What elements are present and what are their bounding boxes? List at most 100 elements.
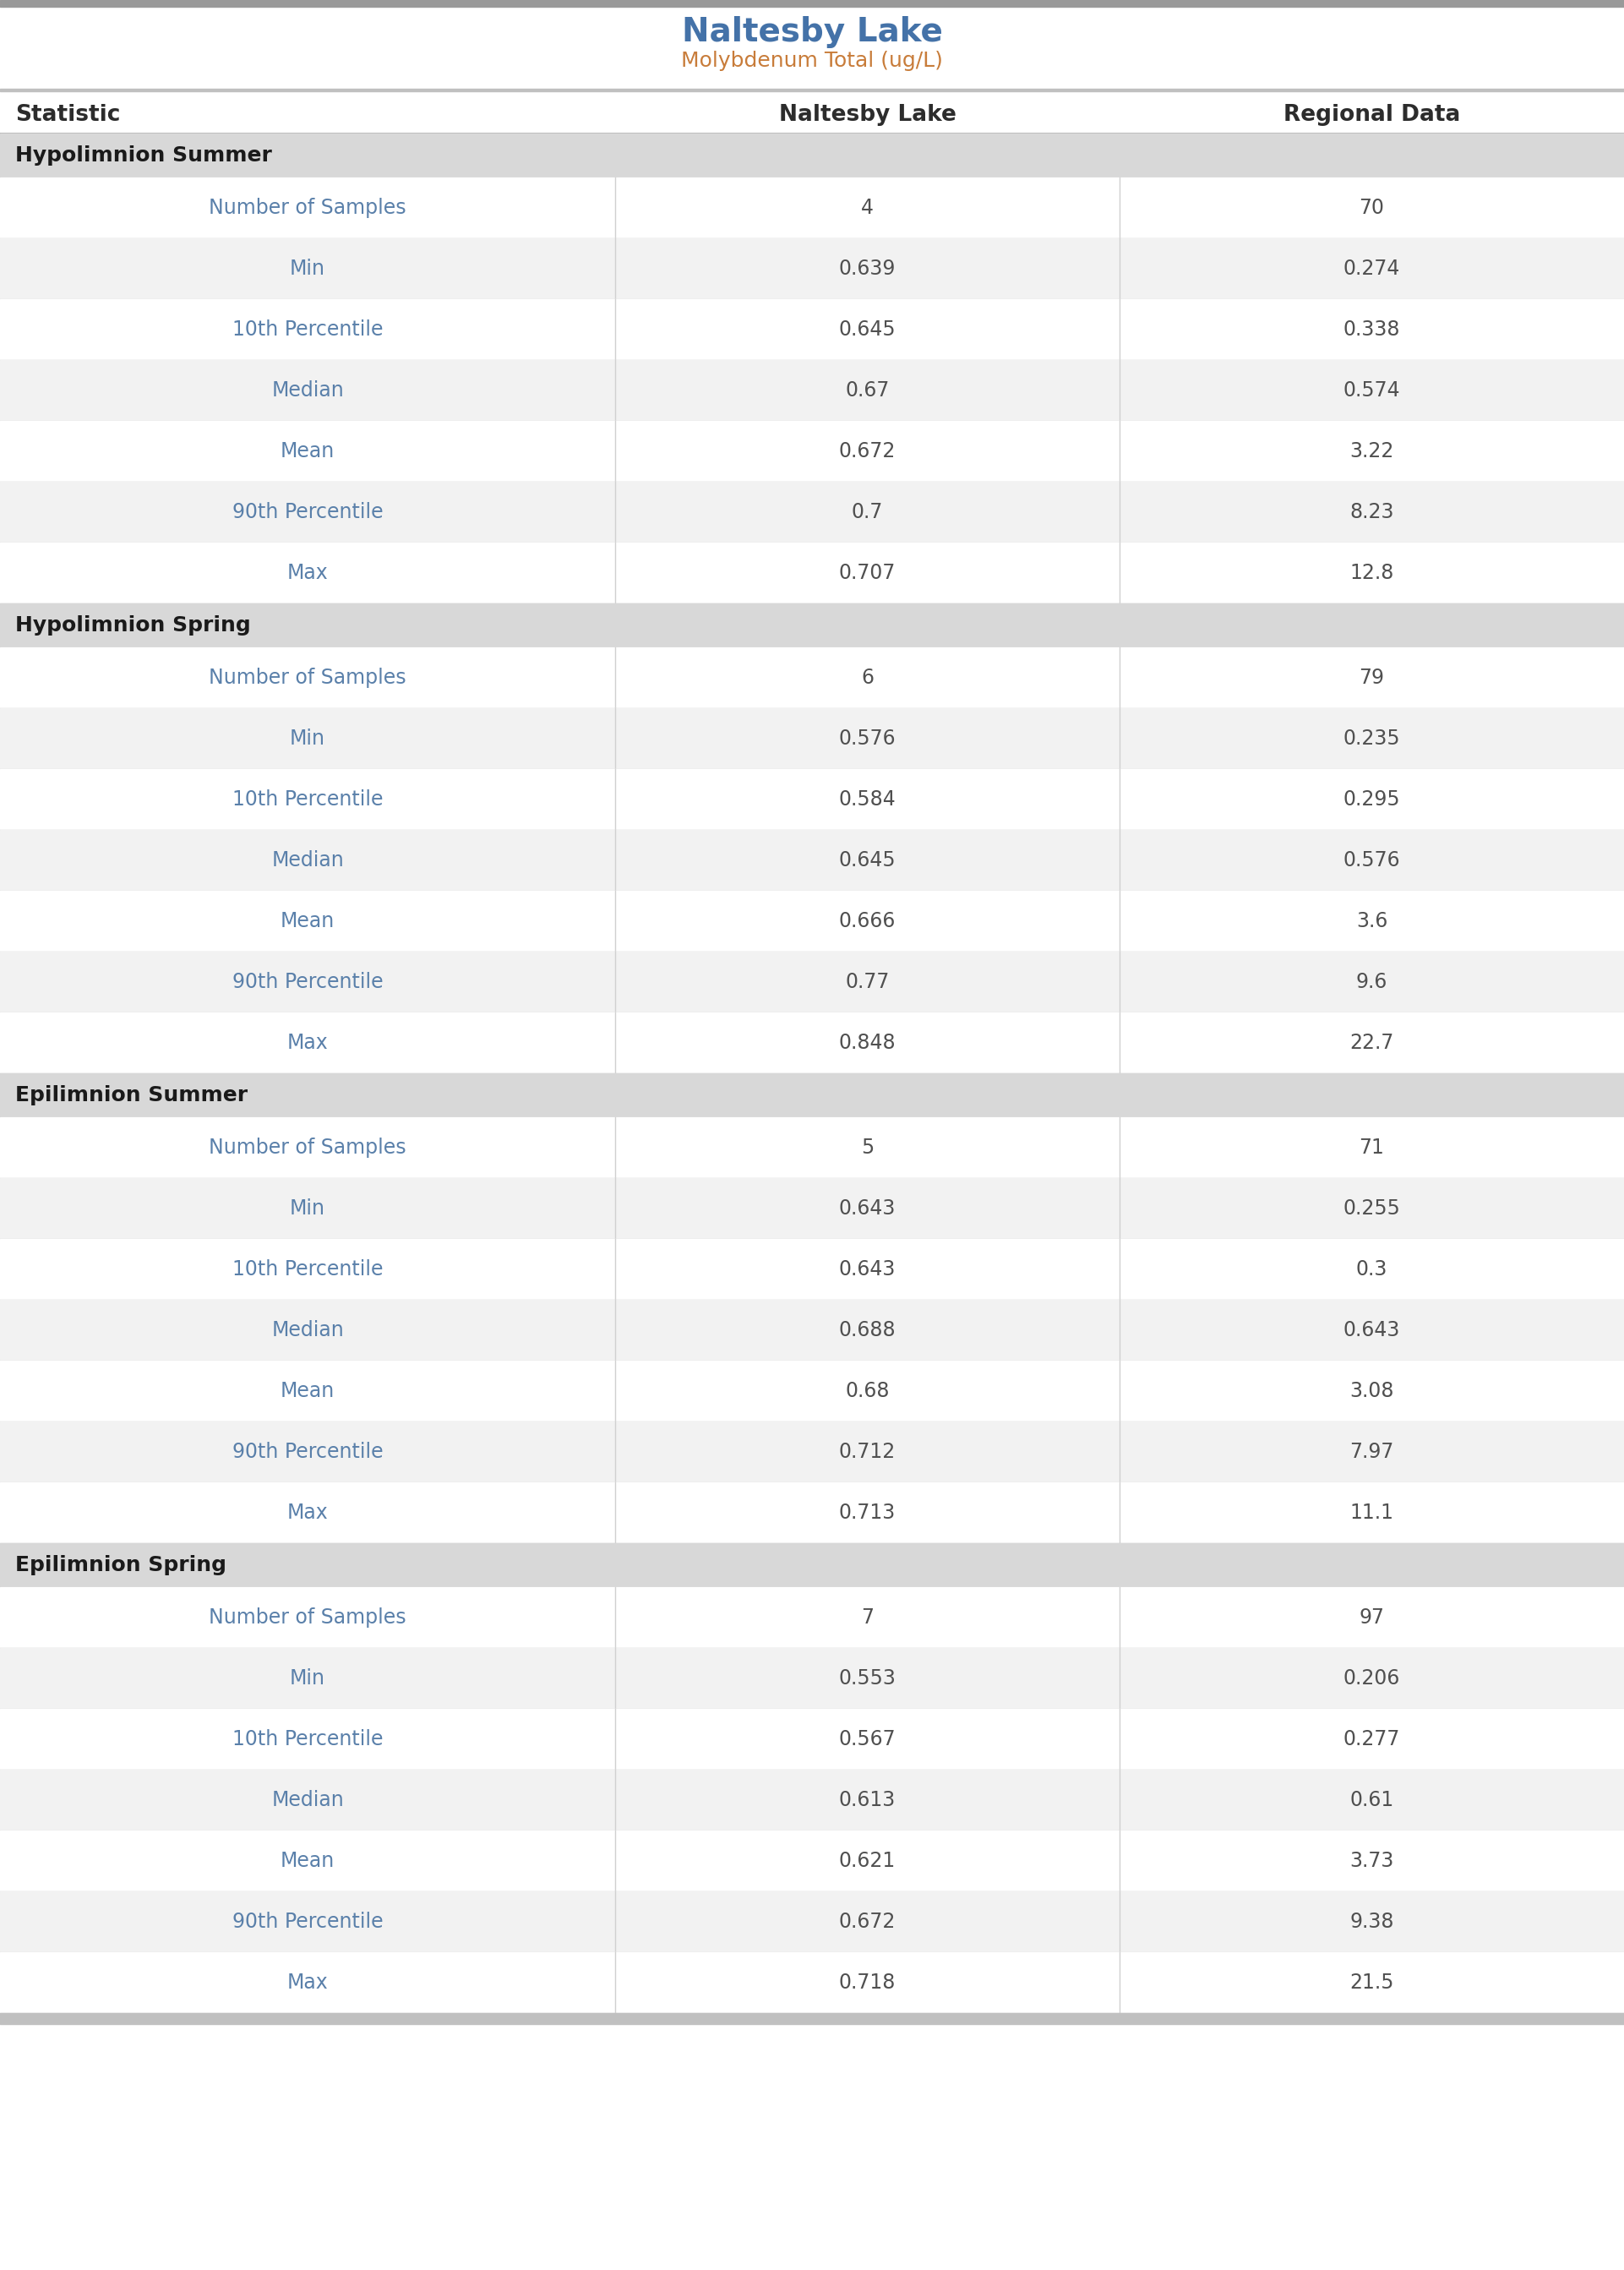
Text: 7: 7: [861, 1607, 874, 1628]
Text: Hypolimnion Spring: Hypolimnion Spring: [15, 615, 250, 636]
Text: 0.718: 0.718: [840, 1973, 896, 1993]
Text: 0.584: 0.584: [838, 790, 896, 810]
Text: 5: 5: [861, 1137, 874, 1158]
Bar: [0, 238, 1624, 300]
Text: 0.848: 0.848: [838, 1033, 896, 1053]
Text: Number of Samples: Number of Samples: [209, 667, 406, 688]
Bar: [0, 361, 1624, 420]
Bar: [0, 890, 1624, 951]
Text: 0.235: 0.235: [1343, 729, 1400, 749]
Text: 0.643: 0.643: [1343, 1321, 1400, 1339]
Text: 0.3: 0.3: [1356, 1260, 1387, 1280]
Text: 11.1: 11.1: [1350, 1503, 1393, 1523]
Bar: [0, 481, 1624, 543]
Text: 0.338: 0.338: [1343, 320, 1400, 340]
Text: Epilimnion Spring: Epilimnion Spring: [15, 1555, 226, 1575]
Text: 10th Percentile: 10th Percentile: [232, 1260, 383, 1280]
Text: 71: 71: [1359, 1137, 1384, 1158]
Text: Median: Median: [271, 851, 344, 869]
Bar: [0, 0, 1624, 7]
Text: 6: 6: [861, 667, 874, 688]
Text: Mean: Mean: [281, 440, 335, 461]
Bar: [0, 1482, 1624, 1544]
Text: Max: Max: [287, 563, 328, 583]
Text: Number of Samples: Number of Samples: [209, 1607, 406, 1628]
Text: Max: Max: [287, 1973, 328, 1993]
Bar: [0, 1117, 1624, 1178]
Text: 0.67: 0.67: [844, 381, 890, 400]
Text: Median: Median: [271, 381, 344, 400]
Text: 22.7: 22.7: [1350, 1033, 1393, 1053]
Bar: [0, 1301, 1624, 1360]
Text: 0.666: 0.666: [840, 910, 896, 931]
Text: Min: Min: [289, 1199, 325, 1219]
Text: Min: Min: [289, 259, 325, 279]
Text: 10th Percentile: 10th Percentile: [232, 790, 383, 810]
Bar: [0, 604, 1624, 647]
Text: 8.23: 8.23: [1350, 502, 1393, 522]
Bar: [0, 1648, 1624, 1709]
Text: 0.672: 0.672: [840, 440, 896, 461]
Text: Median: Median: [271, 1791, 344, 1809]
Bar: [0, 1544, 1624, 1587]
Text: 79: 79: [1359, 667, 1384, 688]
Bar: [0, 420, 1624, 481]
Bar: [0, 1074, 1624, 1117]
Text: Max: Max: [287, 1033, 328, 1053]
Text: 0.613: 0.613: [840, 1791, 896, 1809]
Text: Min: Min: [289, 729, 325, 749]
Text: 0.712: 0.712: [840, 1441, 896, 1462]
Text: Epilimnion Summer: Epilimnion Summer: [15, 1085, 248, 1105]
Text: 0.576: 0.576: [1343, 851, 1400, 869]
Text: 7.97: 7.97: [1350, 1441, 1393, 1462]
Bar: [0, 770, 1624, 831]
Bar: [0, 1891, 1624, 1952]
Bar: [0, 300, 1624, 361]
Text: 0.206: 0.206: [1343, 1668, 1400, 1689]
Text: 0.688: 0.688: [838, 1321, 896, 1339]
Bar: [0, 1952, 1624, 2013]
Bar: [0, 1830, 1624, 1891]
Text: 9.6: 9.6: [1356, 972, 1387, 992]
Bar: [0, 1239, 1624, 1301]
Bar: [0, 1178, 1624, 1239]
Text: Molybdenum Total (ug/L): Molybdenum Total (ug/L): [680, 50, 944, 70]
Text: Number of Samples: Number of Samples: [209, 197, 406, 218]
Text: Naltesby Lake: Naltesby Lake: [682, 16, 942, 48]
Text: 0.7: 0.7: [851, 502, 883, 522]
Text: 90th Percentile: 90th Percentile: [232, 1911, 383, 1932]
Bar: [0, 2013, 1624, 2025]
Text: 4: 4: [861, 197, 874, 218]
Bar: [0, 89, 1624, 91]
Text: 3.22: 3.22: [1350, 440, 1393, 461]
Text: 0.643: 0.643: [840, 1260, 896, 1280]
Text: 0.713: 0.713: [840, 1503, 896, 1523]
Text: 3.08: 3.08: [1350, 1380, 1393, 1401]
Text: 0.643: 0.643: [840, 1199, 896, 1219]
Text: 97: 97: [1359, 1607, 1384, 1628]
Text: 0.295: 0.295: [1343, 790, 1400, 810]
Text: 0.574: 0.574: [1343, 381, 1400, 400]
Bar: [0, 91, 1624, 134]
Text: 0.645: 0.645: [838, 851, 896, 869]
Text: 0.672: 0.672: [840, 1911, 896, 1932]
Text: 21.5: 21.5: [1350, 1973, 1393, 1993]
Text: 90th Percentile: 90th Percentile: [232, 1441, 383, 1462]
Text: 0.621: 0.621: [840, 1850, 896, 1870]
Text: 90th Percentile: 90th Percentile: [232, 972, 383, 992]
Text: 0.274: 0.274: [1343, 259, 1400, 279]
Text: 0.645: 0.645: [838, 320, 896, 340]
Text: 90th Percentile: 90th Percentile: [232, 502, 383, 522]
Text: 12.8: 12.8: [1350, 563, 1393, 583]
Bar: [0, 647, 1624, 708]
Text: Mean: Mean: [281, 910, 335, 931]
Text: 3.6: 3.6: [1356, 910, 1387, 931]
Bar: [0, 951, 1624, 1012]
Text: 0.255: 0.255: [1343, 1199, 1400, 1219]
Bar: [0, 1012, 1624, 1074]
Text: 3.73: 3.73: [1350, 1850, 1393, 1870]
Bar: [0, 1709, 1624, 1771]
Text: 0.553: 0.553: [838, 1668, 896, 1689]
Text: 9.38: 9.38: [1350, 1911, 1393, 1932]
Bar: [0, 134, 1624, 177]
